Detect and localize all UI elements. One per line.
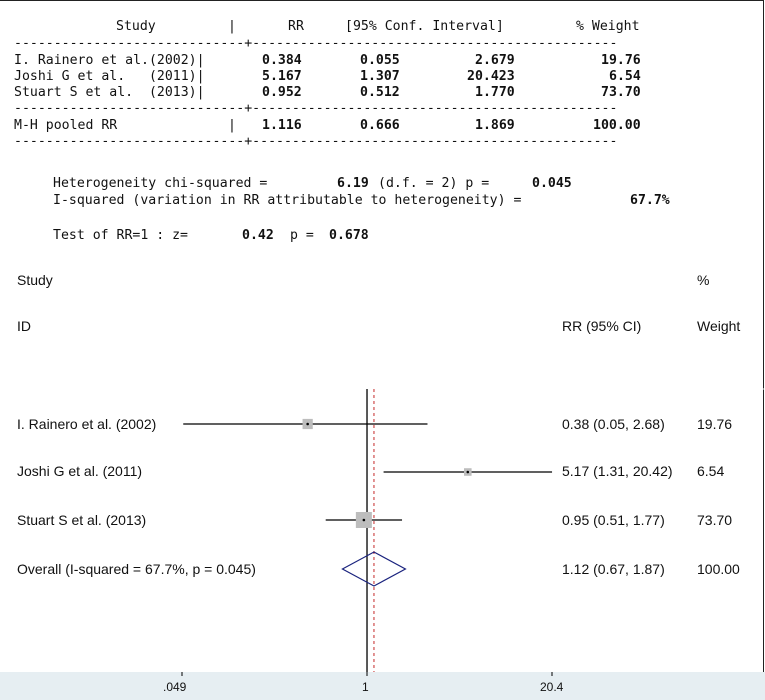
study-label: Stuart S et al. (2013) <box>17 512 147 528</box>
table-row-study: Joshi G et al. (2011)| <box>14 69 205 84</box>
study-ci-text: 0.38 (0.05, 2.68) <box>562 416 665 432</box>
x-tick-label: 1 <box>362 680 369 694</box>
overall-diamond <box>341 551 407 587</box>
pooled-row-lo: 0.666 <box>360 118 400 133</box>
table-row-lo: 0.512 <box>360 85 400 100</box>
study-weight-text: 19.76 <box>697 416 733 432</box>
study-weight-text: 73.70 <box>697 512 733 528</box>
i-squared-value: 67.7% <box>630 193 670 208</box>
overall-ci-text: 1.12 (0.67, 1.87) <box>562 561 665 577</box>
plot-header-rr-ci: RR (95% CI) <box>562 318 642 334</box>
heterogeneity-label: Heterogeneity chi-squared = <box>53 176 268 191</box>
point-estimate <box>306 422 309 426</box>
table-rule-bottom: -----------------------------+----------… <box>14 134 618 149</box>
table-row-rr: 5.167 <box>262 69 302 84</box>
point-estimate <box>362 518 366 522</box>
study-label: I. Rainero et al. (2002) <box>17 416 159 432</box>
test-z: 0.42 <box>242 228 274 243</box>
plot-header-pct: % <box>697 272 710 288</box>
table-row-study: I. Rainero et al.(2002)| <box>14 53 205 68</box>
plot-header-id: ID <box>17 318 31 334</box>
heterogeneity-p: 0.045 <box>532 176 572 191</box>
table-row-hi: 1.770 <box>475 85 515 100</box>
heterogeneity-df: (d.f. = 2) p = <box>378 176 490 191</box>
table-row-weight: 73.70 <box>601 85 641 100</box>
table-rule-top: -----------------------------+----------… <box>14 36 618 51</box>
x-axis-strip <box>0 672 765 700</box>
table-row-rr: 0.384 <box>262 53 302 68</box>
table-header-study: Study <box>116 19 156 34</box>
pooled-row-weight: 100.00 <box>593 118 641 133</box>
table-row-study: Stuart S et al. (2013)| <box>14 85 205 100</box>
pooled-row-rr: 1.116 <box>262 118 302 133</box>
x-tick-label: 20.4 <box>540 680 564 694</box>
table-header-rr: RR <box>288 19 304 34</box>
test-p: 0.678 <box>329 228 369 243</box>
pooled-row-sep: | <box>228 118 236 133</box>
point-estimate <box>466 470 470 474</box>
test-p-label: p = <box>290 228 314 243</box>
study-label: Joshi G et al. (2011) <box>17 463 143 479</box>
pooled-row-hi: 1.869 <box>475 118 515 133</box>
table-row-weight: 6.54 <box>609 69 641 84</box>
table-row-weight: 19.76 <box>601 53 641 68</box>
i-squared-label: I-squared (variation in RR attributable … <box>53 193 522 208</box>
plot-header-weight: Weight <box>697 318 741 334</box>
pooled-row-label: M-H pooled RR <box>14 118 118 133</box>
table-row-lo: 0.055 <box>360 53 400 68</box>
plot-header-study: Study <box>17 272 53 288</box>
table-row-lo: 1.307 <box>360 69 400 84</box>
study-weight-text: 6.54 <box>697 463 725 479</box>
study-ci-text: 5.17 (1.31, 20.42) <box>562 463 673 479</box>
table-row-hi: 20.423 <box>467 69 515 84</box>
table-rule-mid: -----------------------------+----------… <box>14 101 618 116</box>
overall-weight-text: 100.00 <box>697 561 740 577</box>
overall-label: Overall (I-squared = 67.7%, p = 0.045) <box>17 561 256 577</box>
heterogeneity-value: 6.19 <box>337 176 369 191</box>
study-ci-text: 0.95 (0.51, 1.77) <box>562 512 665 528</box>
table-header-weight: % Weight <box>576 19 640 34</box>
x-tick-label: .049 <box>163 680 187 694</box>
table-header-ci: [95% Conf. Interval] <box>345 19 504 34</box>
table-row-rr: 0.952 <box>262 85 302 100</box>
table-header-sep: | <box>228 19 236 34</box>
test-label: Test of RR=1 : z= <box>53 228 188 243</box>
table-row-hi: 2.679 <box>475 53 515 68</box>
